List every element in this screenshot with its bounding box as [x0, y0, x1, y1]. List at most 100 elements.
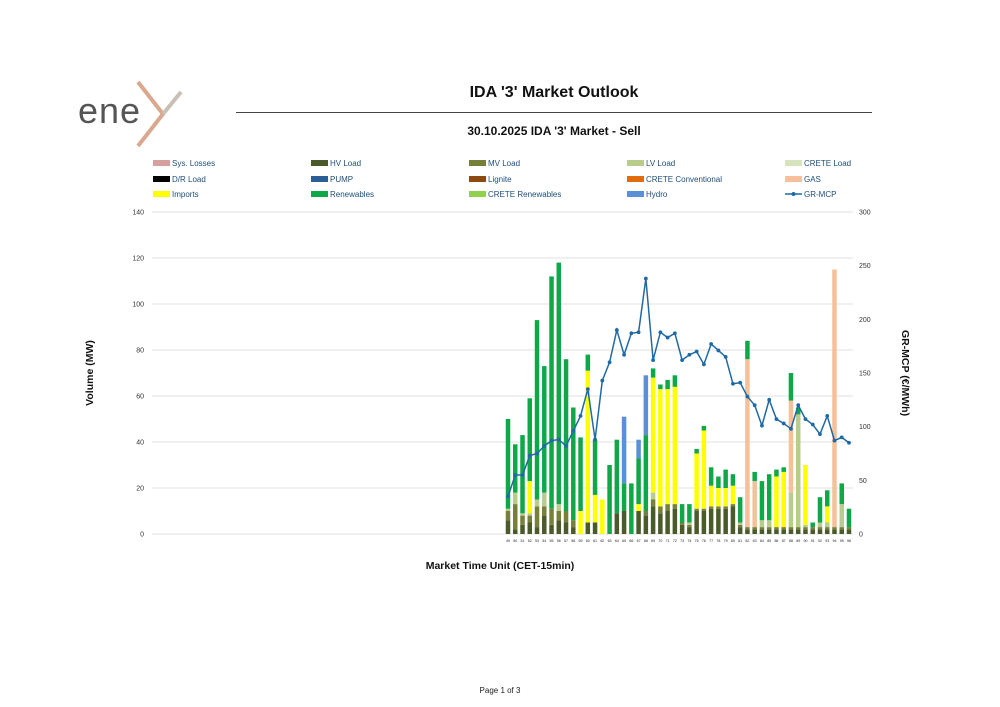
- legend-item-gas: GAS: [785, 175, 821, 184]
- point-gr-mcp-83: [752, 403, 757, 408]
- legend-swatch-hydro: [627, 191, 644, 197]
- bar-lv-load-95: [839, 504, 844, 528]
- point-gr-mcp-60: [585, 387, 590, 391]
- bar-hydro-65: [621, 416, 627, 484]
- bar-imports-87: [781, 471, 786, 528]
- legend-swatch-pump: [311, 176, 328, 182]
- x-tick-label-86: 86: [774, 539, 778, 543]
- bar-hv-load-73: [679, 524, 685, 534]
- x-tick-label-92: 92: [818, 539, 822, 543]
- legend-item-lv-load: LV Load: [627, 159, 675, 168]
- legend-swatch-crete-load: [785, 160, 802, 166]
- bar-mv-load-86: [774, 527, 779, 530]
- legend-item-lignite: Lignite: [469, 175, 512, 184]
- point-gr-mcp-53: [535, 451, 539, 456]
- bar-renewables-76: [701, 425, 707, 431]
- x-tick-label-95: 95: [840, 539, 844, 543]
- bar-mv-load-90: [803, 527, 808, 530]
- x-tick-label-62: 62: [600, 539, 604, 543]
- x-tick-label-52: 52: [528, 539, 532, 543]
- legend-swatch-hv-load: [311, 160, 328, 166]
- bar-lv-load-56: [556, 504, 562, 511]
- bar-imports-52: [527, 481, 533, 514]
- bar-renewables-81: [737, 497, 743, 523]
- y-tick-label-40: 40: [136, 440, 144, 447]
- bar-renewables-56: [556, 262, 562, 505]
- x-tick-label-49: 49: [506, 539, 510, 543]
- bar-hv-load-75: [694, 511, 699, 534]
- bar-mv-load-82: [745, 527, 750, 530]
- bar-imports-62: [600, 499, 605, 534]
- bar-lv-load-69: [650, 492, 656, 500]
- bar-hv-load-60: [585, 522, 591, 534]
- bar-imports-67: [636, 504, 641, 511]
- point-gr-mcp-82: [745, 394, 750, 399]
- bar-mv-load-81: [737, 524, 743, 528]
- bar-renewables-72: [672, 375, 678, 387]
- x-tick-label-79: 79: [724, 539, 728, 543]
- legend-label-crete-conventional: CRETE Conventional: [646, 175, 722, 184]
- point-gr-mcp-69: [651, 358, 656, 363]
- bar-renewables-96: [846, 508, 852, 528]
- point-gr-mcp-70: [658, 330, 663, 335]
- x-tick-label-75: 75: [695, 539, 699, 543]
- point-gr-mcp-78: [716, 348, 721, 353]
- point-gr-mcp-67: [636, 330, 641, 335]
- legend-marker-gr-mcp: [791, 192, 796, 196]
- point-gr-mcp-54: [542, 444, 547, 448]
- x-tick-label-55: 55: [550, 539, 554, 543]
- bar-renewables-75: [694, 448, 699, 454]
- legend-item-imports: Imports: [153, 190, 199, 199]
- legend-item-crete-renewables: CRETE Renewables: [469, 190, 561, 199]
- point-gr-mcp-89: [796, 403, 801, 408]
- x-tick-label-73: 73: [680, 539, 684, 543]
- bar-imports-59: [578, 511, 583, 534]
- bar-mv-load-75: [694, 508, 699, 511]
- point-gr-mcp-74: [687, 352, 692, 357]
- bar-hv-load-55: [549, 524, 554, 534]
- legend-label-crete-load: CRETE Load: [804, 159, 851, 168]
- x-tick-label-93: 93: [825, 539, 829, 543]
- bar-mv-load-85: [766, 527, 772, 530]
- y2-tick-label-250: 250: [859, 263, 871, 270]
- bar-lv-load-92: [817, 522, 823, 528]
- bar-renewables-80: [730, 474, 736, 486]
- bar-renewables-71: [665, 379, 670, 390]
- bar-imports-76: [701, 430, 707, 509]
- bar-mv-load-94: [832, 527, 837, 530]
- x-tick-label-58: 58: [571, 539, 575, 543]
- bar-mv-load-56: [556, 511, 562, 521]
- legend-item-crete-load: CRETE Load: [785, 159, 851, 168]
- legend-label-hydro: Hydro: [646, 190, 668, 199]
- point-gr-mcp-86: [774, 417, 779, 422]
- x-tick-label-65: 65: [622, 539, 626, 543]
- x-tick-label-85: 85: [767, 539, 771, 543]
- bar-hv-load-64: [614, 513, 620, 534]
- bar-hv-load-79: [723, 508, 728, 534]
- bar-mv-load-54: [542, 506, 547, 516]
- y-tick-label-20: 20: [136, 486, 144, 493]
- legend-item-sys-losses: Sys. Losses: [153, 159, 215, 168]
- bar-renewables-59: [578, 437, 583, 511]
- legend-item-crete-conventional: CRETE Conventional: [627, 175, 722, 184]
- bar-hv-load-96: [846, 529, 852, 534]
- bar-mv-load-92: [817, 527, 823, 530]
- y2-tick-label-100: 100: [859, 424, 871, 431]
- point-gr-mcp-96: [847, 440, 851, 445]
- bar-lv-load-50: [513, 492, 518, 505]
- point-gr-mcp-49: [506, 494, 510, 499]
- bar-hv-load-53: [534, 527, 540, 534]
- bar-mv-load-50: [513, 504, 518, 530]
- bar-imports-80: [730, 485, 736, 505]
- bar-renewables-82: [745, 340, 750, 360]
- bar-hv-load-85: [766, 529, 772, 534]
- bar-lv-load-93: [824, 522, 830, 528]
- legend-label-imports: Imports: [172, 190, 199, 199]
- bar-mv-load-51: [520, 515, 525, 525]
- bar-renewables-73: [679, 504, 685, 523]
- y2-axis-label: GR-MCP (€/MWh): [899, 330, 911, 416]
- bar-imports-61: [592, 494, 598, 523]
- bar-imports-79: [723, 488, 728, 507]
- bar-mv-load-73: [679, 522, 685, 525]
- bar-mv-load-93: [824, 527, 830, 530]
